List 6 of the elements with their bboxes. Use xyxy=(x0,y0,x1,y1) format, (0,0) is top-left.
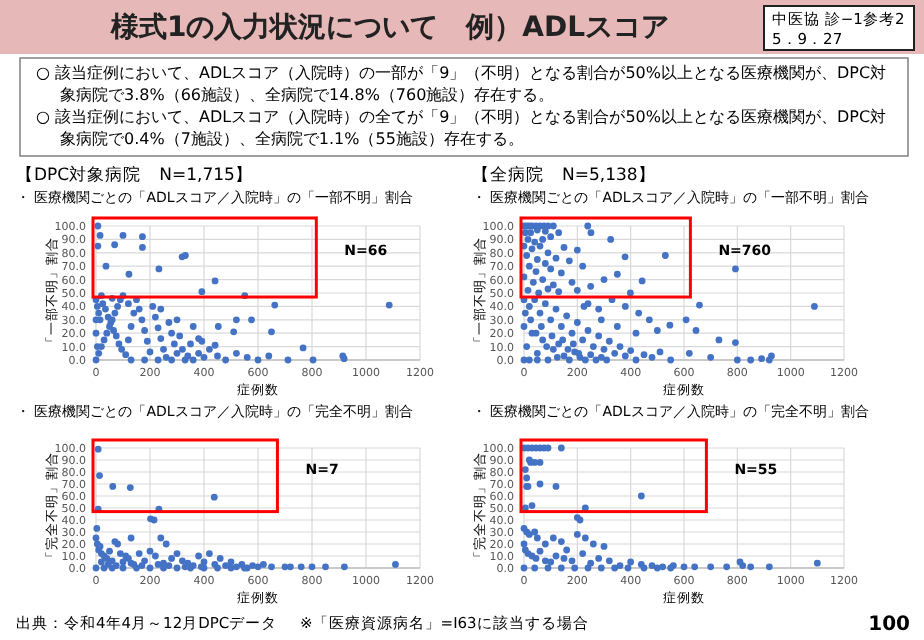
text: ○ 該当症例において、ADLスコア（入院時）の全てが「9」（不明）となる割合が50%以上となる医療機関が、DPC対象病院で0.4%（7施設）、全病院で1.1%（55施設）存在する。 xyxy=(36,108,887,148)
chart-title: 【全病院 N=5,138】 xyxy=(472,164,656,186)
text: ○ 該当症例において、ADLスコア（入院時）の一部が「9」（不明）となる割合が50%以上となる医療機関が、DPC対象病院で3.8%（66施設）、全病院で14.8%（760施設）存在する。 xyxy=(36,64,887,104)
text: 100 xyxy=(868,614,911,636)
text: 様式1の入力状況について 例）ADLスコア xyxy=(108,12,670,44)
chart-title: 【DPC対象病院 N=1,715】 xyxy=(16,164,253,186)
